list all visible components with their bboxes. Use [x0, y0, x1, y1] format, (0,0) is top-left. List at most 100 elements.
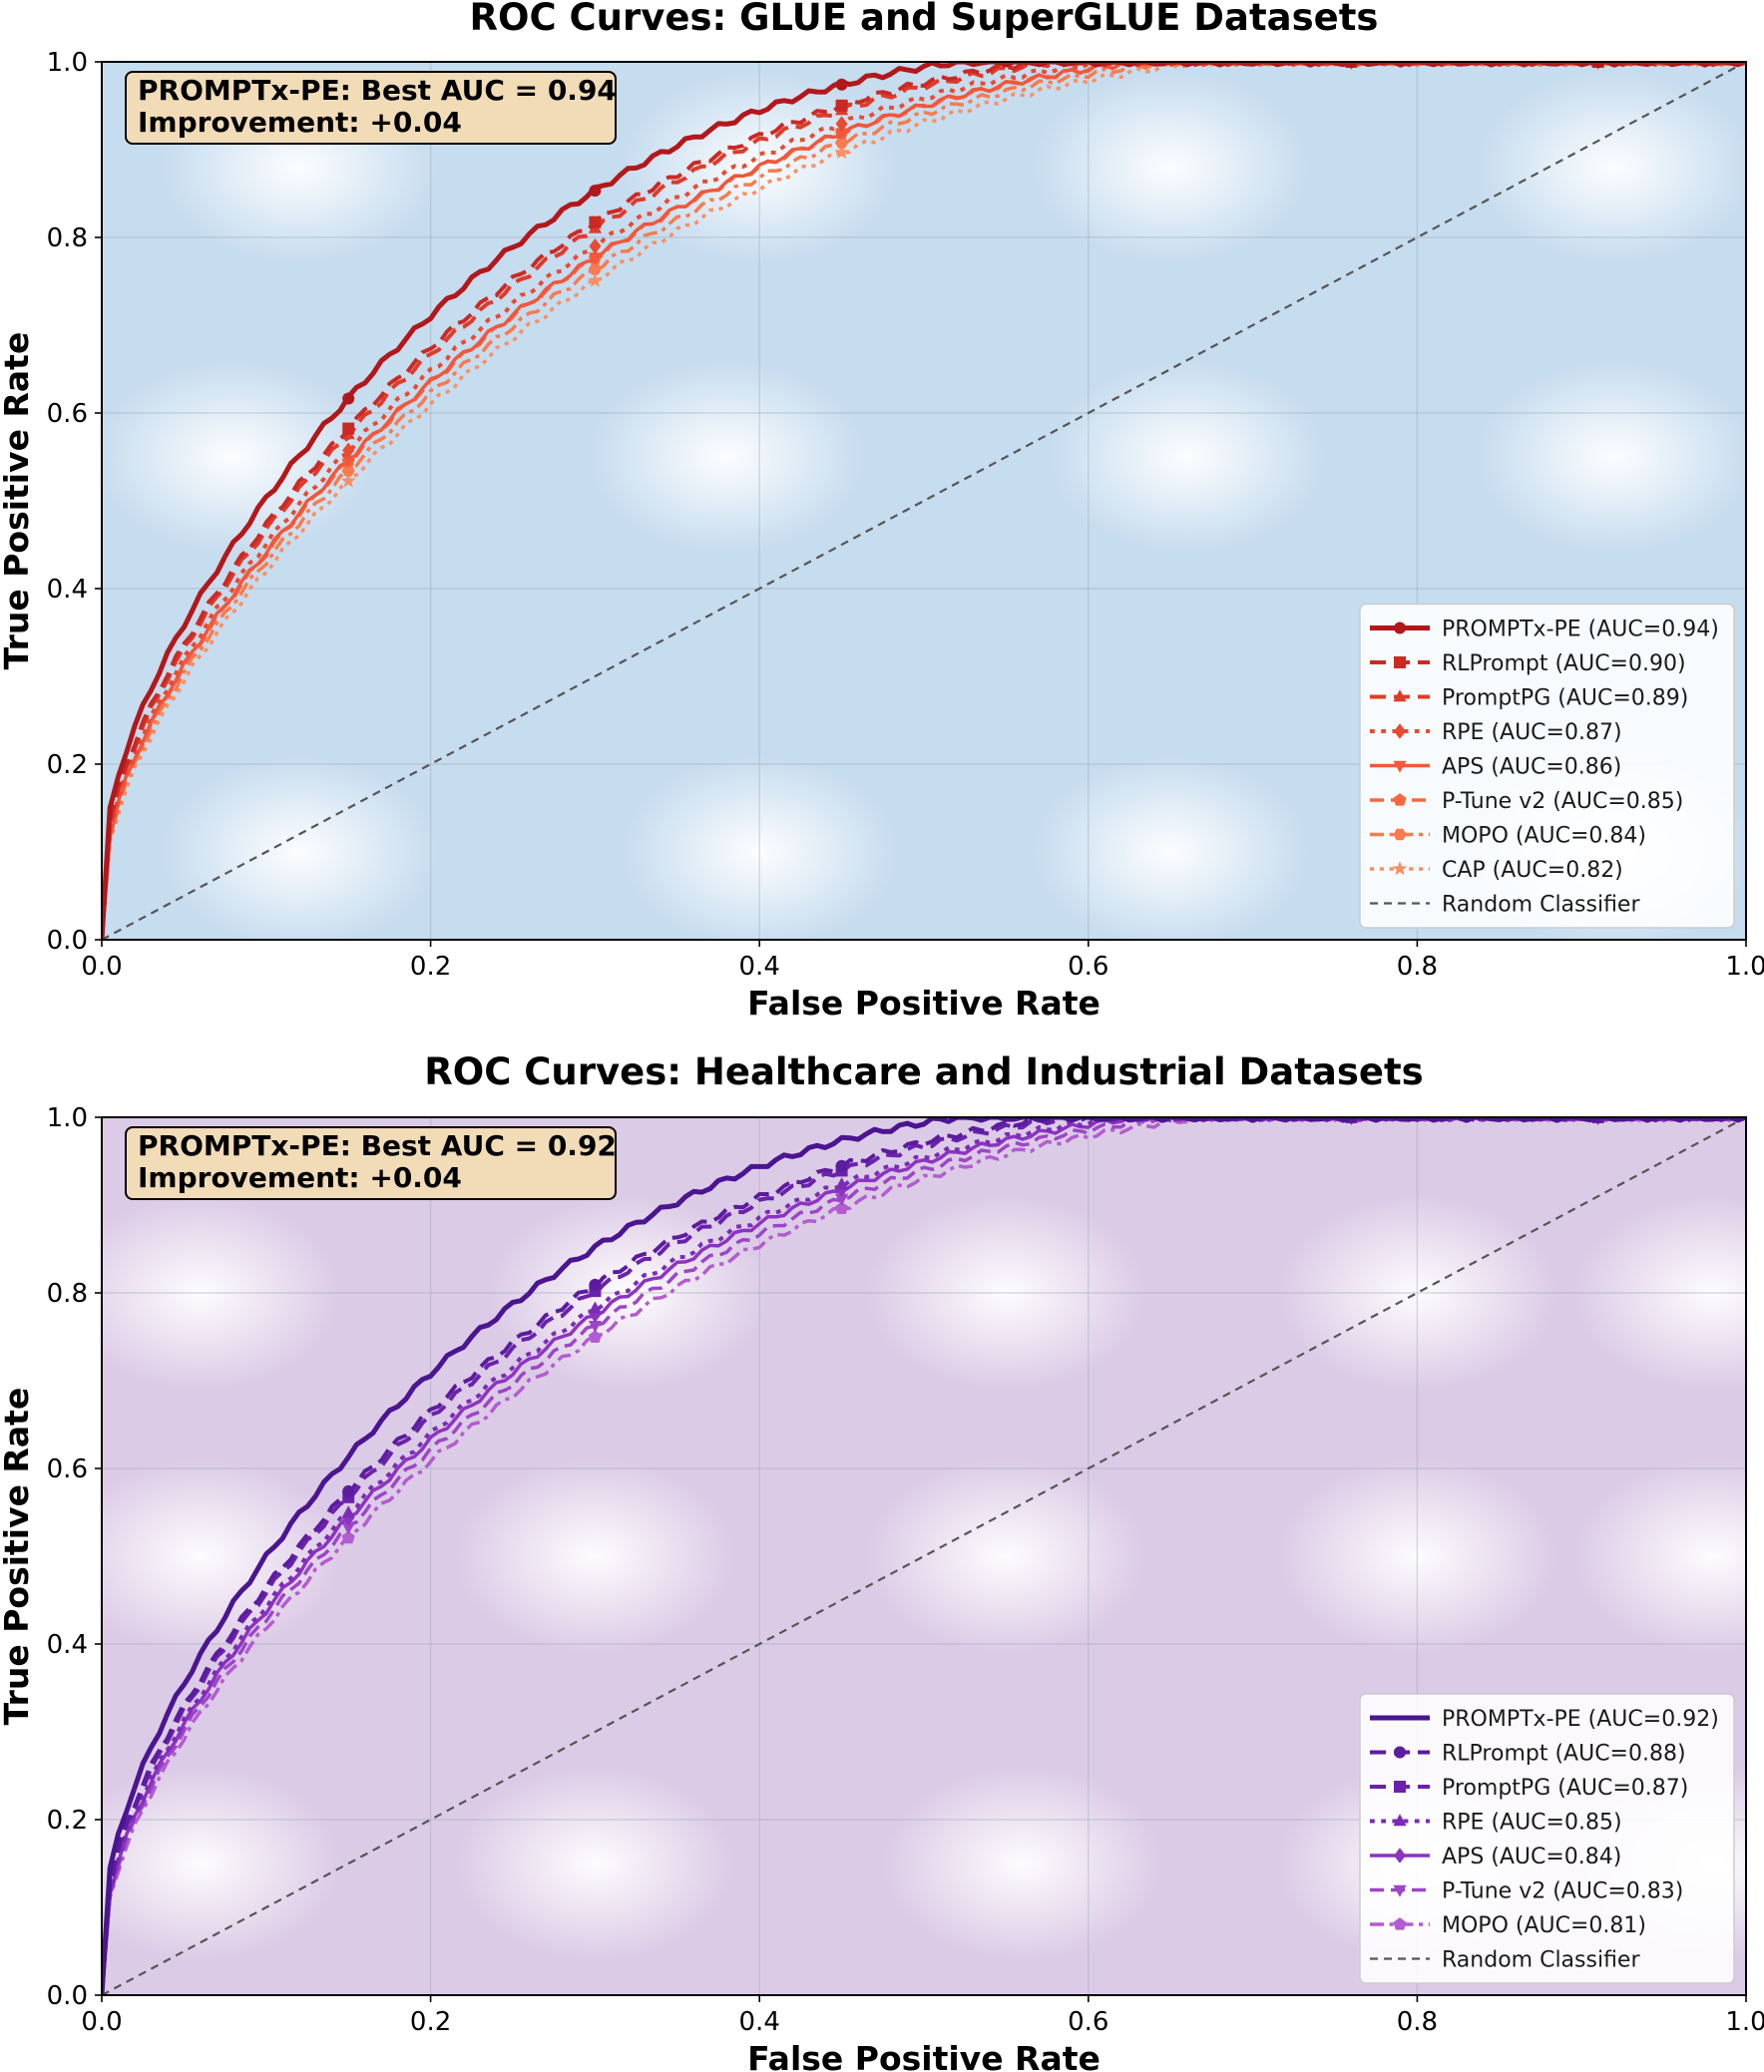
background-glow	[1475, 360, 1746, 554]
background-glow	[866, 1196, 1146, 1390]
background-glow	[159, 755, 439, 940]
y-tick-label: 0.2	[47, 750, 88, 780]
legend-marker	[1393, 760, 1407, 773]
y-tick-label: 0.8	[47, 223, 88, 253]
legend-box	[1359, 1693, 1735, 1984]
series-marker	[835, 1159, 848, 1172]
y-tick-label: 0.0	[47, 926, 88, 956]
legend-label: PromptPG (AUC=0.87)	[1442, 1776, 1688, 1801]
series-marker	[340, 473, 356, 488]
annotation-improvement: Improvement: +0.04	[138, 1161, 462, 1194]
legend-label: RPE (AUC=0.85)	[1442, 1811, 1622, 1836]
annotation-improvement: Improvement: +0.04	[138, 106, 462, 139]
x-tick-label: 1.0	[1725, 952, 1764, 982]
series-line-rpe	[102, 62, 1746, 940]
legend-marker	[1394, 1848, 1406, 1864]
legend-label: P-Tune v2 (AUC=0.83)	[1442, 1879, 1683, 1904]
x-tick-label: 0.0	[81, 2007, 122, 2037]
legend-label: MOPO (AUC=0.81)	[1442, 1913, 1646, 1938]
background-glow	[102, 1767, 340, 1960]
best-auc-annotation: PROMPTx-PE: Best AUC = 0.92Improvement: …	[125, 1126, 617, 1200]
x-tick-label: 0.6	[1068, 952, 1108, 982]
legend-marker	[1394, 656, 1406, 668]
series-marker	[342, 422, 355, 435]
legend-marker	[1393, 1917, 1407, 1930]
legend-box	[1359, 603, 1735, 929]
series-marker	[1345, 62, 1358, 68]
background-glow	[587, 360, 867, 554]
y-tick-label: 1.0	[47, 1103, 88, 1133]
x-tick-label: 0.4	[739, 952, 780, 982]
legend-label: RLPrompt (AUC=0.88)	[1442, 1742, 1686, 1767]
series-line-p-tune-v2	[102, 1117, 1746, 1995]
series-marker	[834, 145, 849, 160]
y-tick-label: 0.4	[47, 575, 88, 605]
series-marker	[588, 252, 602, 265]
x-tick-label: 0.8	[1397, 952, 1438, 982]
series-marker	[835, 116, 848, 132]
legend-marker	[1392, 861, 1408, 876]
y-tick-label: 0.0	[47, 1981, 88, 2011]
background-glow	[1277, 1196, 1557, 1390]
background-glow	[1031, 755, 1311, 940]
series-marker	[341, 1505, 355, 1518]
background-glow	[1047, 360, 1327, 554]
series-marker	[589, 185, 602, 198]
series-marker	[342, 1484, 355, 1497]
legend-marker	[1393, 1814, 1407, 1827]
background-glow	[620, 755, 900, 940]
axes-frame	[101, 1116, 1747, 1996]
background-glow	[866, 1459, 1146, 1653]
legend-marker	[1394, 622, 1406, 634]
series-marker	[835, 137, 849, 149]
background-glow	[102, 360, 373, 554]
legend-label: PROMPTx-PE (AUC=0.94)	[1442, 618, 1719, 642]
legend-marker	[1393, 689, 1407, 702]
x-axis-label: False Positive Rate	[747, 984, 1101, 1023]
legend-label: P-Tune v2 (AUC=0.85)	[1442, 789, 1683, 814]
x-axis-label: False Positive Rate	[747, 2039, 1101, 2072]
legend-label: RLPrompt (AUC=0.90)	[1442, 651, 1686, 676]
background-glow	[455, 1767, 735, 1960]
series-marker	[835, 99, 848, 112]
legend-marker	[1393, 793, 1407, 806]
legend-label: Random Classifier	[1442, 1948, 1640, 1973]
legend-label: PromptPG (AUC=0.89)	[1442, 686, 1688, 711]
series-marker	[589, 1278, 602, 1291]
series-marker	[342, 442, 355, 459]
series-line-cap	[102, 62, 1746, 940]
series-marker	[588, 1321, 602, 1333]
series-marker	[588, 272, 603, 287]
annotation-best-auc: PROMPTx-PE: Best AUC = 0.94	[138, 74, 617, 107]
series-marker	[835, 128, 849, 141]
background-glow	[1277, 1459, 1557, 1653]
legend-label: APS (AUC=0.86)	[1442, 755, 1621, 780]
legend-marker	[1394, 1781, 1406, 1793]
legend: PROMPTx-PE (AUC=0.92) RLPrompt (AUC=0.88)…	[1359, 1693, 1735, 1984]
annotation-box	[125, 1126, 617, 1200]
background-glow	[882, 1767, 1162, 1960]
y-axis-label: True Positive Rate	[0, 332, 36, 670]
y-tick-label: 1.0	[47, 48, 88, 78]
series-marker	[835, 1201, 849, 1214]
y-tick-label: 0.6	[47, 399, 88, 429]
legend-marker	[1393, 1884, 1407, 1897]
series-marker	[589, 215, 602, 228]
series-line-mopo	[102, 1117, 1746, 1995]
background-glow	[102, 1196, 340, 1390]
legend-marker	[1394, 723, 1406, 739]
x-tick-label: 0.2	[410, 952, 451, 982]
x-tick-label: 0.4	[739, 2007, 780, 2037]
background-glow	[1573, 1459, 1746, 1653]
x-tick-label: 0.6	[1068, 2007, 1108, 2037]
background-glow	[1031, 70, 1311, 264]
series-marker	[342, 392, 355, 405]
best-auc-annotation: PROMPTx-PE: Best AUC = 0.94Improvement: …	[125, 71, 617, 145]
y-tick-label: 0.8	[47, 1279, 88, 1309]
legend: PROMPTx-PE (AUC=0.94) RLPrompt (AUC=0.90)…	[1359, 603, 1735, 929]
chart-title: ROC Curves: Healthcare and Industrial Da…	[424, 1050, 1423, 1093]
y-axis-label: True Positive Rate	[0, 1388, 36, 1726]
legend-marker	[1394, 1746, 1406, 1759]
series-marker	[341, 1522, 355, 1535]
